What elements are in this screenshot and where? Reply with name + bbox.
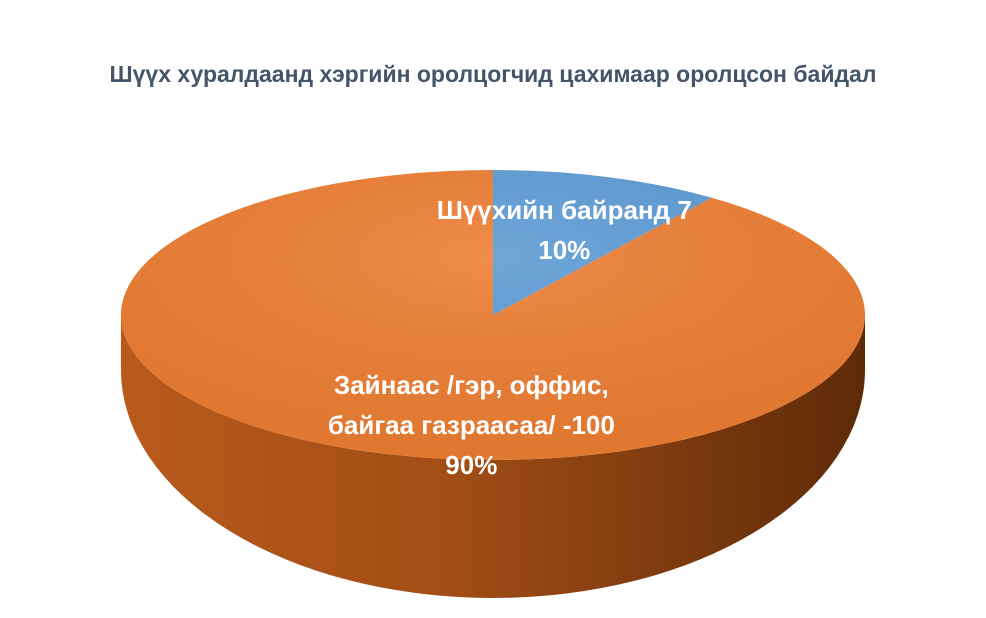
value-label: 10%	[538, 234, 591, 265]
chart-title: Шүүх хуралдаанд хэргийн оролцогчид цахим…	[109, 61, 877, 87]
slice-label: Шүүхийн байранд 7 10%	[404, 190, 724, 270]
value-label: 90%	[445, 449, 498, 480]
slice-label: Зайнаас /гэр, оффис, байгаа газраасаа/ -…	[291, 365, 651, 485]
pie-side	[121, 315, 865, 598]
category-label: Зайнаас /гэр, оффис, байгаа газраасаа/ -…	[327, 369, 615, 440]
category-label: Шүүхийн байранд 7	[436, 194, 692, 225]
